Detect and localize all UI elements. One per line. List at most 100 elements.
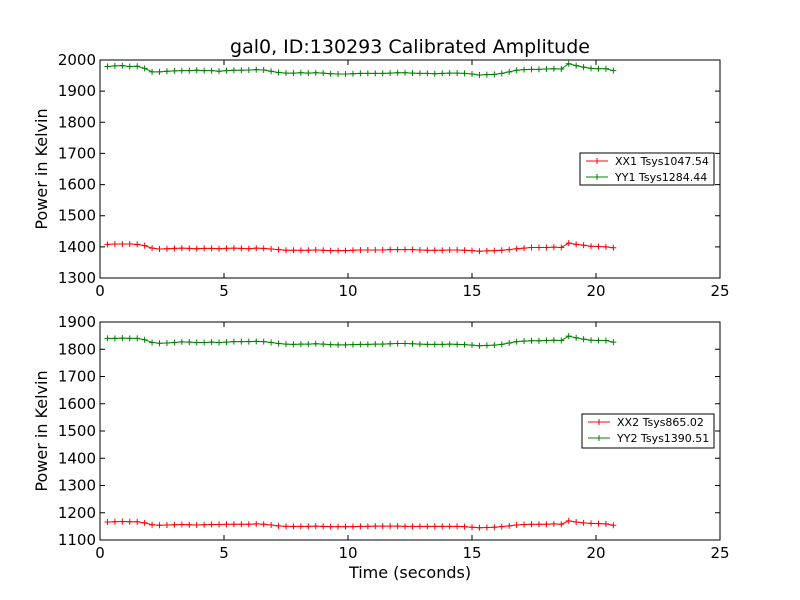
- bottom-series-1-point: [394, 523, 401, 530]
- top-series-2-point: [580, 64, 587, 71]
- top-series-2-point: [394, 69, 401, 76]
- top-series-2-point: [558, 66, 565, 73]
- bottom-series-1-point: [268, 522, 275, 529]
- bottom-series-1-point: [297, 523, 304, 530]
- bottom-y-tick-label: 1200: [58, 504, 96, 522]
- top-series-1-point: [506, 246, 513, 253]
- top-series-1-point: [275, 246, 282, 253]
- top-series-1-point: [260, 245, 267, 252]
- top-series-2-point: [364, 70, 371, 77]
- bottom-series-1-point: [372, 523, 379, 530]
- bottom-y-axis-label: Power in Kelvin: [32, 370, 51, 491]
- top-y-tick-label: 1900: [58, 82, 96, 100]
- top-series-1-point: [535, 244, 542, 251]
- top-series-2-point: [588, 65, 595, 72]
- top-series-1-point: [297, 247, 304, 254]
- top-series-1-point: [610, 244, 617, 251]
- bottom-series-2-point: [602, 337, 609, 344]
- bottom-series-2-point: [186, 339, 193, 346]
- top-series-2-point: [171, 67, 178, 74]
- top-series-1-point: [201, 245, 208, 252]
- top-series-1-point: [424, 247, 431, 254]
- top-series-2-point: [178, 67, 185, 74]
- bottom-series-1-point: [275, 522, 282, 529]
- top-series-2-point: [409, 70, 416, 77]
- top-series-2-point: [163, 68, 170, 75]
- bottom-series-1-point: [580, 519, 587, 526]
- top-series-1-point: [312, 246, 319, 253]
- bottom-series-2-point: [156, 340, 163, 347]
- top-legend-marker-2: [594, 174, 600, 180]
- bottom-x-tick-label: 20: [586, 544, 605, 562]
- bottom-series-1-point: [483, 524, 490, 531]
- top-series-2-point: [506, 68, 513, 75]
- top-series-1-point: [305, 247, 312, 254]
- bottom-series-2-point: [379, 341, 386, 348]
- top-series-2-point: [513, 67, 520, 74]
- bottom-series-2-point: [416, 341, 423, 348]
- top-series-2-point: [186, 67, 193, 74]
- top-series-1-point: [230, 245, 237, 252]
- bottom-legend-box: [581, 413, 715, 449]
- bottom-series-2-point: [268, 339, 275, 346]
- bottom-series-2-point: [595, 337, 602, 344]
- bottom-legend-marker-2: [596, 435, 602, 441]
- top-series-1-point: [238, 245, 245, 252]
- top-series-1-point: [379, 246, 386, 253]
- top-series-1-point: [290, 247, 297, 254]
- bottom-y-tick-label: 1500: [58, 422, 96, 440]
- bottom-series-1-point: [521, 521, 528, 528]
- bottom-series-2-point: [387, 340, 394, 347]
- bottom-series-1-point: [223, 521, 230, 528]
- bottom-series-1-point: [550, 520, 557, 527]
- top-series-2-point: [230, 67, 237, 74]
- bottom-series-2-point: [446, 341, 453, 348]
- bottom-series-1-point: [513, 522, 520, 529]
- top-series-2-point: [416, 70, 423, 77]
- bottom-series-1-point: [201, 521, 208, 528]
- top-y-tick-label: 1500: [58, 207, 96, 225]
- bottom-series-2-point: [260, 338, 267, 345]
- bottom-series-1-point: [126, 518, 133, 525]
- bottom-series-2-point: [476, 342, 483, 349]
- top-series-2-point: [134, 63, 141, 70]
- bottom-series-1-point: [476, 524, 483, 531]
- bottom-series-2-point: [580, 336, 587, 343]
- bottom-series-1-point: [402, 523, 409, 530]
- bottom-series-2-point: [483, 342, 490, 349]
- bottom-series-2-point: [610, 339, 617, 346]
- bottom-series-1-point: [416, 523, 423, 530]
- bottom-legend: XX2 Tsys865.02 YY2 Tsys1390.51: [581, 413, 715, 449]
- bottom-series-2-point: [409, 340, 416, 347]
- top-series-2-point: [335, 71, 342, 78]
- top-legend: XX1 Tsys1047.54 YY1 Tsys1284.44: [579, 152, 715, 186]
- top-y-tick-label: 1700: [58, 144, 96, 162]
- top-series-2-point: [149, 68, 156, 75]
- top-series-1-point: [335, 247, 342, 254]
- top-series-1-point: [513, 245, 520, 252]
- bottom-series-1-point: [602, 520, 609, 527]
- bottom-series-1-point: [320, 523, 327, 530]
- bottom-legend-marker-1: [596, 419, 602, 425]
- bottom-x-tick-label: 25: [710, 544, 729, 562]
- bottom-series-1-point: [335, 523, 342, 530]
- bottom-series-1-point: [238, 521, 245, 528]
- bottom-series-1-point: [283, 523, 289, 530]
- bottom-series-1-point: [245, 521, 252, 528]
- bottom-series-2-point: [513, 338, 520, 345]
- top-series-1-point: [186, 245, 193, 252]
- bottom-series-1-point: [424, 523, 431, 530]
- top-series-1-point: [163, 245, 170, 252]
- bottom-x-tick-label: 15: [462, 544, 481, 562]
- bottom-plot: 0 5 10 15 20 25 1100 1200 1300 1400 1500 1600 1700 18…: [58, 313, 730, 562]
- top-series-2-point: [305, 70, 312, 77]
- bottom-series-2-point: [335, 341, 342, 348]
- top-series-1-point: [431, 247, 438, 254]
- top-x-tick-label: 0: [95, 282, 105, 300]
- bottom-series-2-point: [543, 337, 550, 344]
- bottom-series-1-point: [439, 523, 446, 530]
- bottom-series-1-point: [558, 521, 565, 528]
- top-series-2-point: [543, 66, 550, 73]
- bottom-series-2-point: [506, 339, 513, 346]
- bottom-series-1-point: [156, 522, 163, 529]
